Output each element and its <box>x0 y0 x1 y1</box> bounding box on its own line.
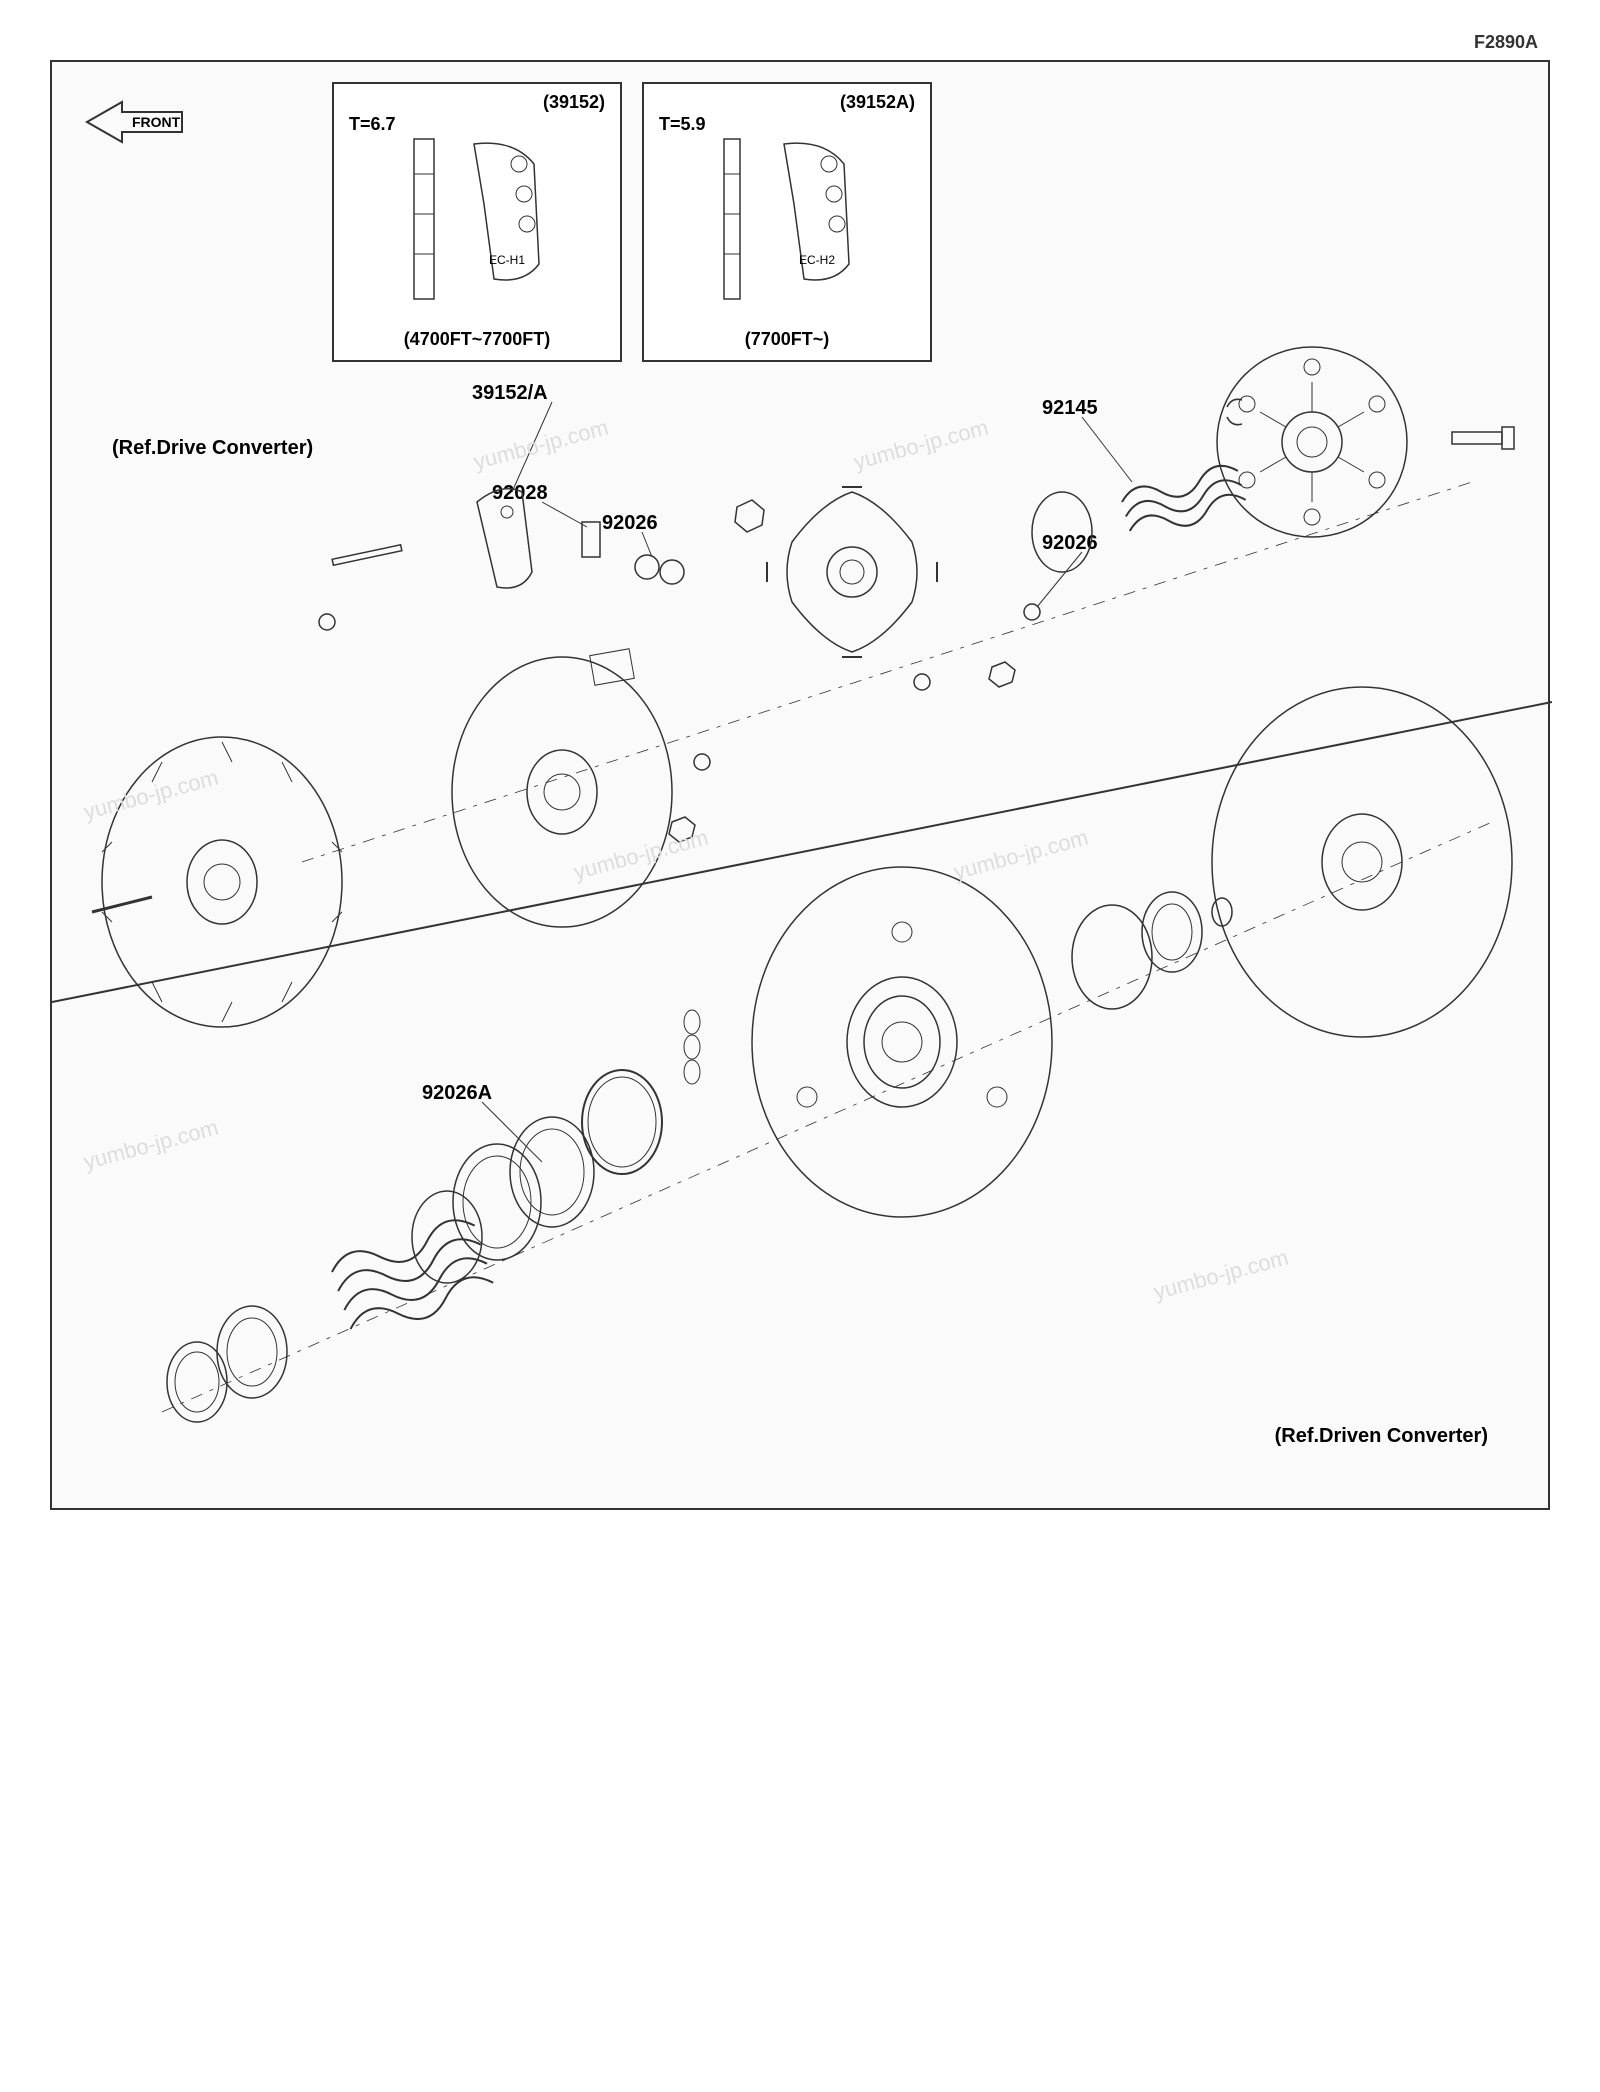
part-92026-1-label: 92026 <box>602 512 658 535</box>
part-92028-label: 92028 <box>492 482 548 505</box>
watermark-4: yumbo-jp.com <box>571 825 711 886</box>
inset1-marking: EC-H1 <box>489 253 525 267</box>
front-label: FRONT <box>132 114 181 130</box>
inset-box-1: (39152) T=6.7 EC-H1 (4700FT~7700FT) <box>332 82 622 362</box>
part-92145-label: 92145 <box>1042 397 1098 420</box>
inset2-marking: EC-H2 <box>799 253 835 267</box>
watermark-1: yumbo-jp.com <box>471 415 611 476</box>
ref-drive-converter-label: (Ref.Drive Converter) <box>112 437 313 460</box>
inset1-altitude: (4700FT~7700FT) <box>334 329 620 350</box>
ref-driven-converter-label: (Ref.Driven Converter) <box>1275 1425 1488 1448</box>
part-92026a-label: 92026A <box>422 1082 492 1105</box>
part-39152a-label: 39152/A <box>472 382 548 405</box>
watermark-3: yumbo-jp.com <box>81 765 221 826</box>
front-arrow-icon: FRONT <box>82 92 202 157</box>
page-container: F2890A FRONT (39152) T=6.7 EC-H1 <box>0 0 1600 2092</box>
watermark-6: yumbo-jp.com <box>81 1115 221 1176</box>
inset2-altitude: (7700FT~) <box>644 329 930 350</box>
part-92026-2-label: 92026 <box>1042 532 1098 555</box>
diagram-code: F2890A <box>1474 32 1538 53</box>
watermark-2: yumbo-jp.com <box>851 415 991 476</box>
watermark-5: yumbo-jp.com <box>951 825 1091 886</box>
watermark-7: yumbo-jp.com <box>1151 1245 1291 1306</box>
inset-box-2: (39152A) T=5.9 EC-H2 (7700FT~) <box>642 82 932 362</box>
parts-diagram: F2890A FRONT (39152) T=6.7 EC-H1 <box>50 60 1550 1510</box>
